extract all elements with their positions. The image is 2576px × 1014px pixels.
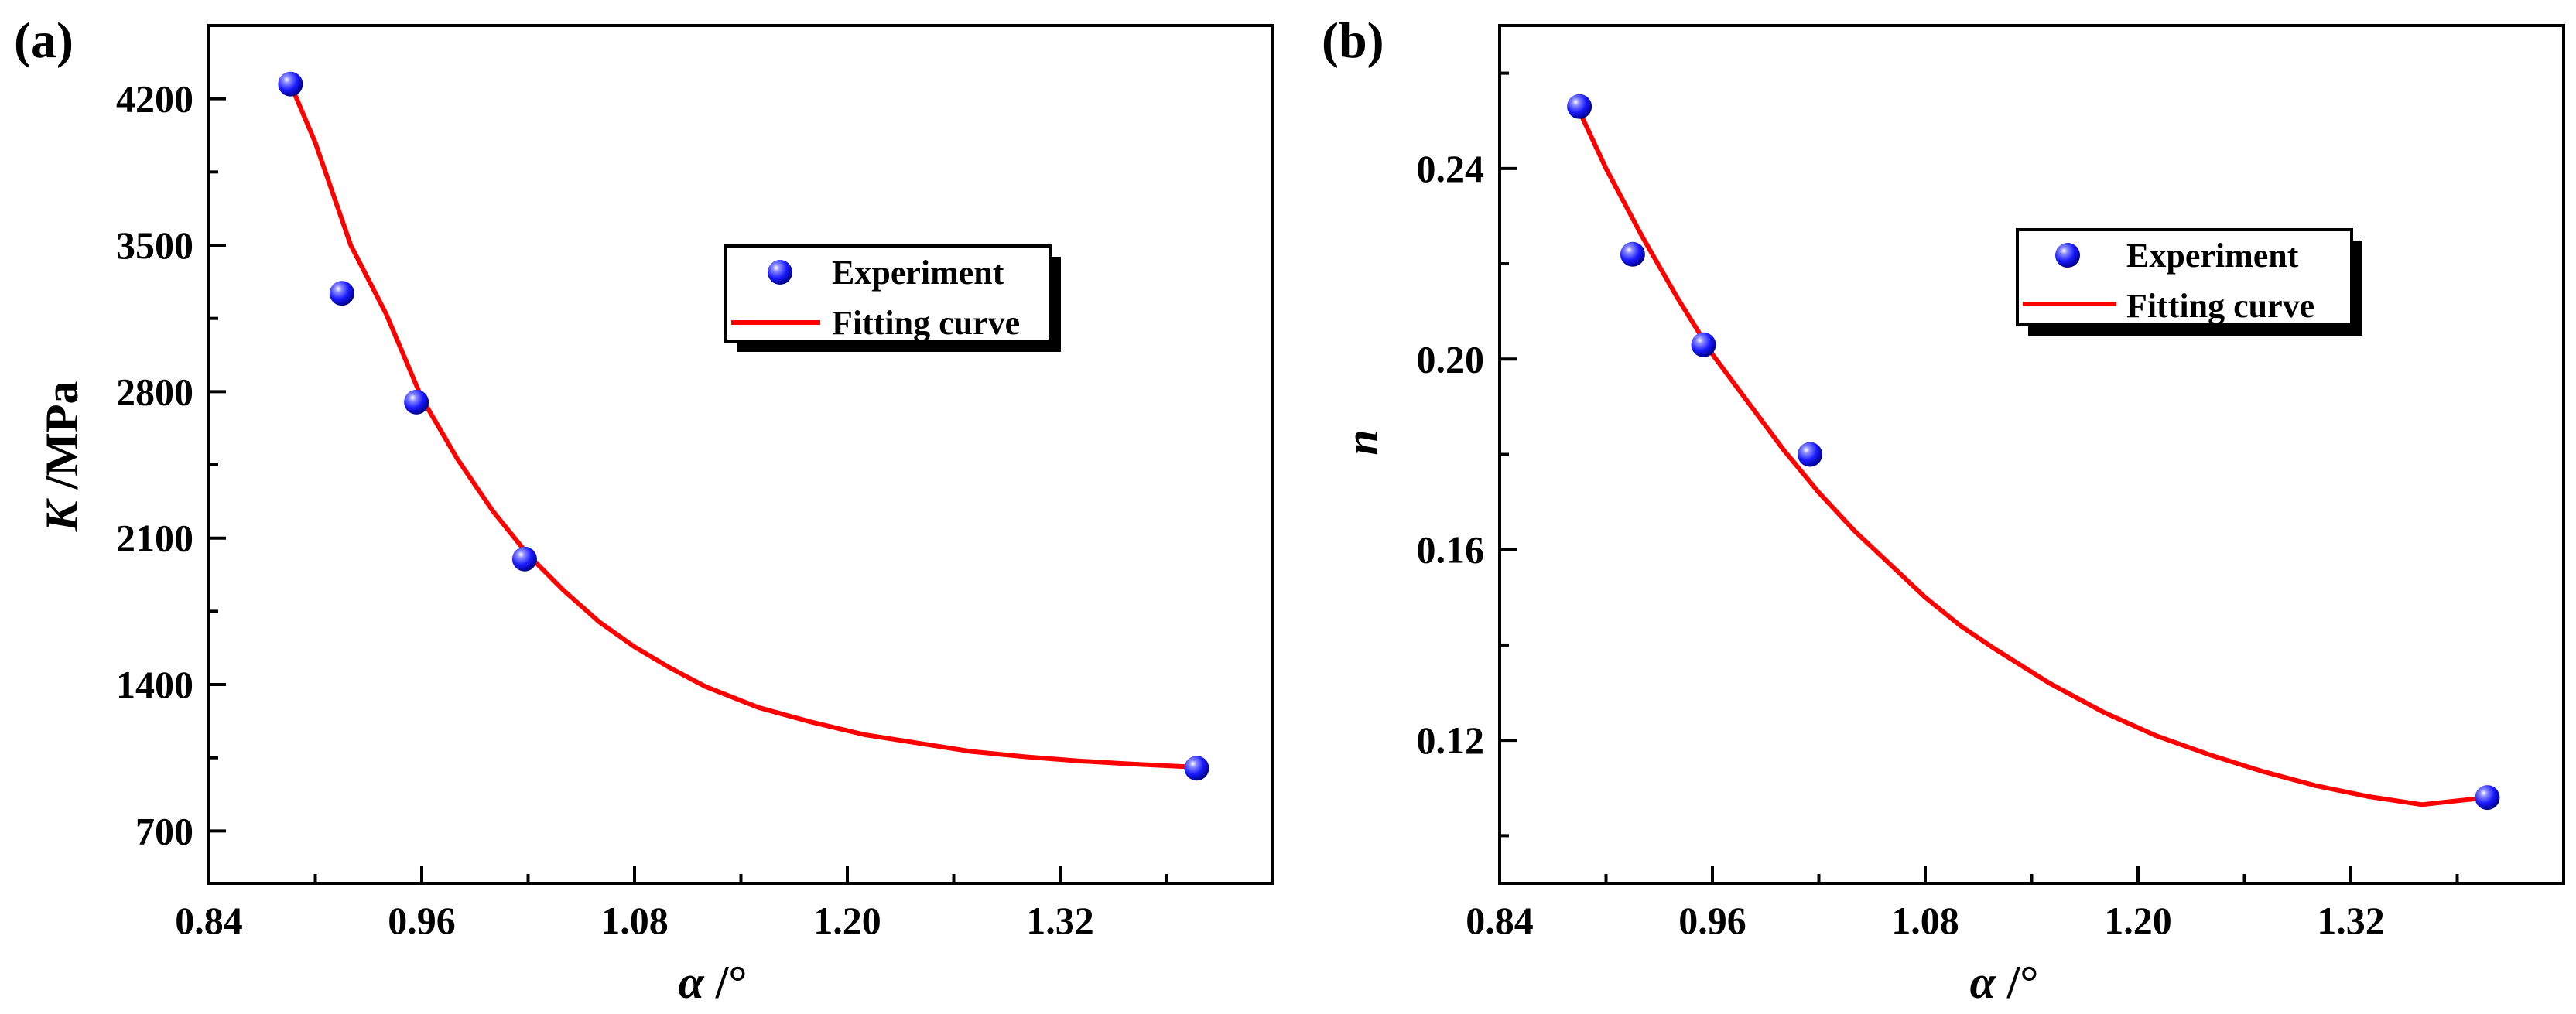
- panel-a-x-tick-label: 1.32: [1026, 899, 1094, 942]
- panel-a-experiment-point: [278, 71, 303, 97]
- panel-b-x-axis-title: α /°: [1970, 957, 2039, 1008]
- panel-a-y-tick-label: 1400: [116, 663, 193, 706]
- panel-a-x-axis-symbol: α: [679, 957, 705, 1008]
- panel-a-x-tick-label: 0.96: [388, 899, 456, 942]
- panel-b-y-tick-label: 0.12: [1417, 719, 1485, 762]
- panel-a-fitting-curve: [288, 81, 1199, 770]
- panel-a-experiment-point: [329, 281, 354, 306]
- panel-b-legend: Experiment Fitting curve: [2016, 228, 2362, 336]
- panel-b-legend-label-fit: Fitting curve: [2126, 287, 2314, 325]
- panel-a-y-axis-title: K /MPa: [36, 381, 87, 533]
- panel-a-y-tick-label: 700: [135, 809, 193, 852]
- panel-b-x-axis-symbol: α: [1970, 957, 1996, 1008]
- panel-b-experiment-point: [1620, 241, 1645, 267]
- panel-a-experiment-point: [1184, 756, 1209, 781]
- panel-b-experiment-point: [1798, 442, 1823, 467]
- panel-a-legend-label-fit: Fitting curve: [832, 304, 1020, 342]
- panel-a-x-tick-label: 1.08: [600, 899, 669, 942]
- panel-a-plot: 0.84 0.96 1.08 1.20 1.32 700 1400 2100 2800 3500 4…: [116, 24, 1274, 942]
- panel-b-experiment-point: [1691, 332, 1716, 357]
- panel-b-x-tick-label: 1.32: [2317, 899, 2385, 942]
- panel-a-x-tick-label: 0.84: [175, 899, 243, 942]
- panel-b-experiment-point: [1567, 94, 1592, 119]
- panel-b-legend-label-experiment: Experiment: [2126, 237, 2299, 275]
- panel-b-y-axis-symbol: n: [1336, 429, 1387, 455]
- panel-b-y-tick-label: 0.16: [1417, 528, 1485, 572]
- panel-b-x-tick-label: 1.20: [2104, 899, 2172, 942]
- panel-b-x-tick-label: 0.96: [1678, 899, 1746, 942]
- panel-b-x-tick-label: 1.08: [1891, 899, 1959, 942]
- panel-b-label: (b): [1322, 12, 1384, 69]
- panel-a-label: (a): [14, 12, 74, 69]
- panel-b-y-axis-title: n: [1336, 429, 1387, 455]
- panel-a-experiment-point: [404, 389, 429, 415]
- panel-a-x-tick-label: 1.20: [813, 899, 881, 942]
- panel-a-x-axis-unit: /°: [704, 957, 747, 1008]
- panel-a-y-tick-label: 3500: [116, 224, 193, 267]
- panel-a-y-tick-label: 4200: [116, 77, 193, 121]
- panel-a-x-axis-title: α /°: [679, 957, 747, 1008]
- panel-b-y-tick-label: 0.20: [1417, 337, 1485, 381]
- panel-b-plot: 0.84 0.96 1.08 1.20 1.32 0.12 0.16 0.20 0.24: [1417, 24, 2565, 942]
- panel-a-y-tick-label: 2100: [116, 517, 193, 560]
- panel-a-y-axis-unit: /MPa: [36, 381, 87, 501]
- panel-b-y-tick-label: 0.24: [1417, 147, 1485, 190]
- panel-a-y-tick-label: 2800: [116, 370, 193, 413]
- panel-a-legend-label-experiment: Experiment: [832, 254, 1004, 292]
- panel-a-legend: Experiment Fitting curve: [724, 244, 1061, 352]
- panel-a-legend-marker: [768, 260, 792, 285]
- panel-a-experiment-point: [511, 546, 537, 572]
- panel-a-plot-frame: [207, 24, 1274, 885]
- panel-b-experiment-point: [2475, 785, 2500, 811]
- panel-a: (a) 0.84 0.96 1.08 1.20 1.32 700 1400 2100 2800 3…: [14, 12, 1274, 1008]
- panel-a-y-axis-symbol: K: [36, 497, 87, 532]
- panel-b-legend-marker: [2055, 243, 2080, 268]
- panel-b-plot-frame: [1498, 24, 2565, 885]
- panel-b-x-axis-unit: /°: [1996, 957, 2039, 1008]
- panel-b-x-tick-label: 0.84: [1466, 899, 1534, 942]
- panel-b-fitting-curve: [1577, 108, 2490, 807]
- panel-b: (b) 0.84 0.96 1.08 1.20 1.32 0.12 0.16 0.20 0.24…: [1322, 12, 2565, 1008]
